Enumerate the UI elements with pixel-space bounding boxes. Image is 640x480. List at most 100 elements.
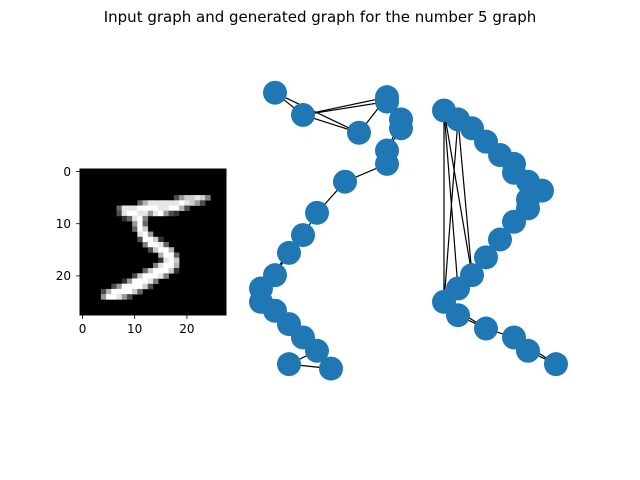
digit-pixel	[121, 215, 128, 222]
graph-node	[305, 338, 329, 363]
digit-pixel	[173, 210, 180, 217]
graph-node	[375, 151, 399, 176]
graph-node	[333, 169, 357, 194]
digit-pixel	[142, 200, 149, 206]
digit-pixel	[173, 268, 180, 274]
digit-pixel	[153, 200, 159, 206]
digit-pixel	[147, 278, 154, 285]
digit-pixel	[147, 236, 154, 243]
image-border	[79, 168, 227, 316]
digit-pixel	[158, 242, 164, 248]
digit-pixel	[168, 200, 175, 206]
digit-pixel	[142, 268, 149, 274]
digit-pixel	[163, 252, 169, 258]
digit-pixel	[153, 247, 159, 253]
digit-pixel	[179, 205, 185, 212]
digit-pixel	[137, 236, 143, 243]
graph-node	[319, 356, 343, 381]
digit-pixel	[158, 273, 164, 279]
digit-pixel	[132, 273, 138, 279]
digit-pixel	[126, 294, 133, 300]
digit-pixel	[100, 294, 107, 300]
digit-pixel	[142, 221, 149, 227]
digit-pixel	[142, 273, 149, 279]
y-tick-label: 0	[63, 165, 71, 179]
digit-pixel	[153, 268, 159, 274]
digit-pixel	[163, 268, 169, 274]
digit-pixel	[116, 283, 123, 290]
digit-pixel	[137, 273, 143, 279]
digit-pixel	[163, 205, 169, 212]
graph-node	[347, 120, 371, 145]
digit-pixel	[116, 288, 123, 295]
graph-node	[375, 89, 399, 114]
digit-pixel	[111, 283, 117, 290]
digit-pixel	[153, 273, 159, 279]
digit-pixel	[137, 210, 143, 217]
digit-pixel	[121, 288, 128, 295]
digit-pixel	[158, 262, 164, 269]
graph-node	[389, 116, 413, 141]
x-axis-ticks: 0 10 20	[79, 315, 195, 336]
graph-node	[516, 338, 540, 363]
graph-node	[263, 80, 287, 105]
digit-pixel	[147, 231, 154, 238]
y-axis-ticks: 0 10 20	[56, 165, 80, 283]
digit-pixel	[163, 257, 169, 264]
digit-pixel	[142, 231, 149, 238]
digit-pixel	[158, 268, 164, 274]
digit-pixel	[111, 288, 117, 295]
digit-pixel	[137, 231, 143, 238]
digit-pixel	[179, 200, 185, 206]
digit-pixel	[184, 200, 190, 206]
digit-pixel	[126, 278, 133, 285]
graph-edge	[302, 96, 388, 116]
graph-node	[277, 352, 301, 377]
digit-pixel	[163, 242, 169, 248]
digit-pixel	[168, 268, 175, 274]
digit-pixel	[158, 236, 164, 243]
x-tick-label: 20	[179, 322, 194, 336]
input-graph	[249, 80, 413, 381]
digit-pixel	[158, 205, 164, 212]
digit-pixel	[137, 215, 143, 222]
graph-node	[502, 209, 526, 234]
digit-pixel	[194, 195, 201, 201]
digit-pixel	[153, 210, 159, 217]
digit-pixel	[132, 288, 138, 295]
digit-pixel	[116, 294, 123, 300]
digit-pixel	[126, 210, 133, 217]
digit-pixel	[153, 242, 159, 248]
digit-pixel	[194, 200, 201, 206]
graph-edge	[302, 101, 388, 116]
digit-pixel	[189, 195, 196, 201]
digit-pixel	[147, 205, 154, 212]
graph-node	[474, 245, 498, 270]
digit-pixel	[121, 278, 128, 285]
digit-pixel	[173, 200, 180, 206]
graph-node	[291, 102, 315, 127]
digit-pixel	[158, 200, 164, 206]
digit-pixel	[142, 210, 149, 217]
digit-pixel	[153, 262, 159, 269]
digit-pixel	[158, 257, 164, 264]
digit-pixel	[121, 294, 128, 300]
digit-pixel	[168, 257, 175, 264]
digit-pixel	[137, 288, 143, 295]
digit-pixel	[168, 210, 175, 217]
digit-pixel	[142, 226, 149, 232]
graph-node	[488, 227, 512, 252]
x-tick-label: 10	[127, 322, 142, 336]
digit-pixel	[132, 226, 138, 232]
digit-pixel	[132, 205, 138, 212]
graph-edge	[443, 119, 459, 302]
digit-pixel	[173, 252, 180, 258]
digit-pixel	[147, 268, 154, 274]
digit-pixel	[142, 215, 149, 222]
digit-pixel	[158, 247, 164, 253]
digit-pixel	[142, 236, 149, 243]
input-graph-nodes	[249, 80, 413, 381]
digit-pixel	[132, 215, 138, 222]
digit-pixel	[137, 226, 143, 232]
digit-pixel	[142, 283, 149, 290]
